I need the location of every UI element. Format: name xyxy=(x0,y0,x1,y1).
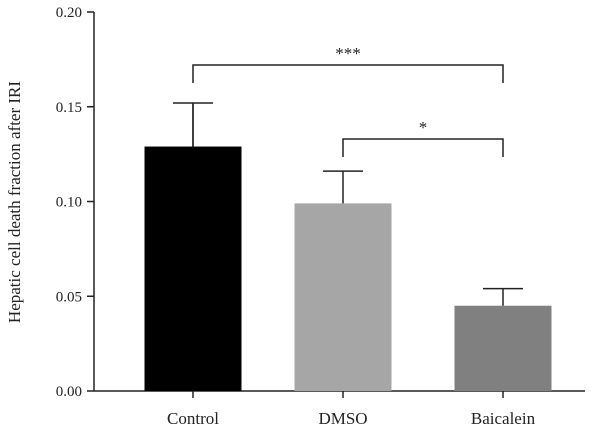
y-tick-label: 0.10 xyxy=(56,195,82,211)
axes: 0.00 0.05 0.10 0.15 0.20 Control DMSO Baicalein xyxy=(56,5,585,428)
y-tick-label: 0.00 xyxy=(56,384,82,400)
error-bars xyxy=(173,102,523,306)
y-tick-label: 0.15 xyxy=(56,100,82,116)
significance-label: *** xyxy=(335,44,361,63)
y-tick-label: 0.20 xyxy=(56,5,82,21)
significance-bracket xyxy=(192,64,504,84)
x-tick-label: DMSO xyxy=(318,409,367,428)
x-tick-label: Baicalein xyxy=(471,409,536,428)
y-tick-label: 0.05 xyxy=(56,289,82,305)
significance-label: * xyxy=(419,118,428,137)
bar-dmso xyxy=(294,203,392,391)
bar-baicalein xyxy=(454,305,552,391)
significance-brackets: **** xyxy=(192,44,504,157)
significance-bracket xyxy=(342,138,504,157)
x-tick-label: Control xyxy=(167,409,219,428)
bars xyxy=(144,146,552,391)
y-axis-title: Hepatic cell death fraction after IRI xyxy=(5,81,24,323)
bar-control xyxy=(144,146,242,391)
